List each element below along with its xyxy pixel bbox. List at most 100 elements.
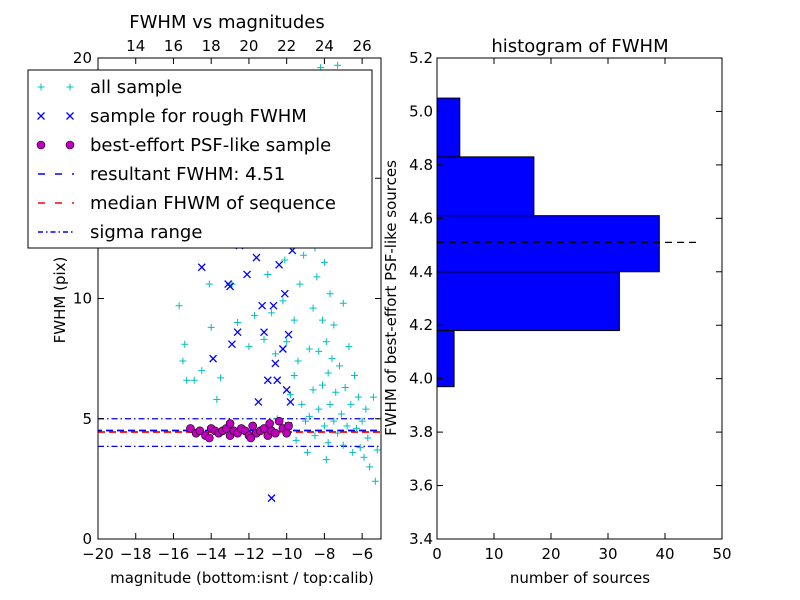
all-sample-point — [366, 463, 374, 471]
rough-fwhm-point — [271, 359, 280, 368]
scatter-y-tick-label: 20 — [73, 49, 92, 67]
scatter-x-label: magnitude (bottom:isnt / top:calib) — [110, 569, 374, 587]
rough-fwhm-point — [226, 282, 235, 291]
all-sample-point — [260, 335, 268, 343]
histogram-x-tick-label: 20 — [541, 545, 560, 563]
all-sample-point — [183, 376, 191, 384]
histogram-y-label: FWHM of best-effort PSF-like sources — [382, 160, 400, 436]
legend-marker — [37, 83, 45, 91]
rough-fwhm-point — [269, 301, 278, 310]
all-sample-point — [213, 396, 221, 404]
histogram-y-tick-label: 5.0 — [409, 102, 433, 120]
legend-marker — [66, 83, 74, 91]
psf-like-point — [248, 421, 258, 431]
all-sample-point — [351, 371, 359, 379]
all-sample-point — [373, 446, 381, 454]
rough-fwhm-point — [258, 301, 267, 310]
histogram-y-tick-label: 4.8 — [409, 156, 433, 174]
all-sample-point — [302, 417, 310, 425]
all-sample-point — [264, 270, 272, 278]
all-sample-point — [330, 417, 338, 425]
rough-fwhm-point — [282, 385, 291, 394]
all-sample-point — [319, 316, 327, 324]
histogram-x-tick-label: 30 — [598, 545, 617, 563]
all-sample-point — [339, 441, 347, 449]
all-sample-point — [364, 434, 372, 442]
histogram-y-tick-label: 4.6 — [409, 209, 433, 227]
all-sample-point — [324, 369, 332, 377]
histogram-frame — [436, 57, 723, 540]
rough-fwhm-point — [286, 397, 295, 406]
histogram-bar — [436, 156, 535, 217]
rough-fwhm-point — [280, 289, 289, 298]
all-sample-point — [315, 405, 323, 413]
all-sample-point — [337, 410, 345, 418]
all-sample-point — [322, 338, 330, 346]
all-sample-point — [207, 323, 215, 331]
all-sample-point — [279, 297, 287, 305]
all-sample-point — [345, 343, 353, 351]
rough-fwhm-point — [209, 354, 218, 363]
all-sample-point — [324, 439, 332, 447]
scatter-y-tick-label: 0 — [82, 530, 92, 548]
scatter-y-tick-label: 10 — [73, 290, 92, 308]
all-sample-point — [339, 299, 347, 307]
psf-like-point — [186, 424, 195, 433]
all-sample-point — [305, 345, 313, 353]
all-sample-point — [320, 258, 328, 266]
scatter-title: FWHM vs magnitudes — [129, 12, 324, 33]
rough-fwhm-point — [267, 494, 276, 503]
all-sample-point — [294, 357, 302, 365]
histogram-x-tick-label: 0 — [432, 545, 442, 563]
rough-fwhm-point — [260, 328, 268, 337]
all-sample-point — [251, 311, 259, 319]
legend-marker — [37, 112, 45, 120]
scatter-x-tick-label: −6 — [351, 545, 373, 563]
rough-fwhm-point — [233, 328, 242, 337]
all-sample-point — [343, 422, 351, 430]
psf-like-point — [282, 428, 291, 438]
legend-entry: median FHWM of sequence — [90, 193, 336, 214]
scatter-top-tick-label: 16 — [164, 37, 183, 55]
all-sample-point — [358, 417, 366, 425]
all-sample-point — [296, 280, 304, 288]
scatter-x-tick-label: −16 — [158, 545, 190, 563]
all-sample-point — [303, 448, 311, 456]
scatter-top-tick-label: 20 — [239, 37, 258, 55]
rough-fwhm-point — [243, 270, 252, 279]
psf-like-point — [246, 433, 256, 443]
histogram-y-tick-label: 5.2 — [409, 49, 433, 67]
scatter-top-tick-label: 14 — [126, 37, 145, 55]
histogram-plot-area: 0 10 20 30 40 50 3.4 3.6 3.8 4.0 4.2 4.4 4.6 4.8 5.0 5.… — [409, 49, 731, 563]
scatter-x-tick-label: −8 — [313, 545, 335, 563]
rough-fwhm-point — [227, 340, 236, 349]
scatter-panel: FWHM vs magnitudes −20 −18 −16 −14 −12 −10 −8−… — [27, 12, 382, 587]
all-sample-point — [179, 357, 187, 365]
legend-marker — [65, 140, 75, 150]
rough-fwhm-point — [273, 376, 282, 385]
histogram-bar — [436, 271, 620, 332]
all-sample-point — [292, 436, 300, 444]
all-sample-point — [334, 429, 342, 437]
all-sample-point — [286, 391, 294, 399]
legend-entry: sample for rough FWHM — [90, 106, 307, 127]
psf-like-point — [271, 428, 280, 438]
all-sample-point — [335, 362, 343, 370]
legend-marker — [36, 140, 46, 150]
all-sample-point — [371, 477, 379, 485]
all-sample-point — [311, 432, 319, 440]
scatter-top-tick-label: 18 — [202, 37, 221, 55]
all-sample-point — [190, 376, 198, 384]
histogram-y-tick-label: 4.0 — [409, 370, 433, 388]
all-sample-point — [181, 340, 189, 348]
all-sample-point — [309, 386, 317, 394]
all-sample-point — [234, 319, 242, 327]
psf-like-point — [195, 426, 205, 436]
psf-like-point — [205, 433, 214, 443]
all-sample-point — [305, 412, 313, 420]
all-sample-point — [328, 355, 336, 363]
histogram-x-tick-label: 50 — [712, 545, 731, 563]
histogram-x-tick-label: 10 — [484, 545, 503, 563]
scatter-x-tick-label: −18 — [120, 545, 152, 563]
all-sample-point — [369, 393, 377, 401]
